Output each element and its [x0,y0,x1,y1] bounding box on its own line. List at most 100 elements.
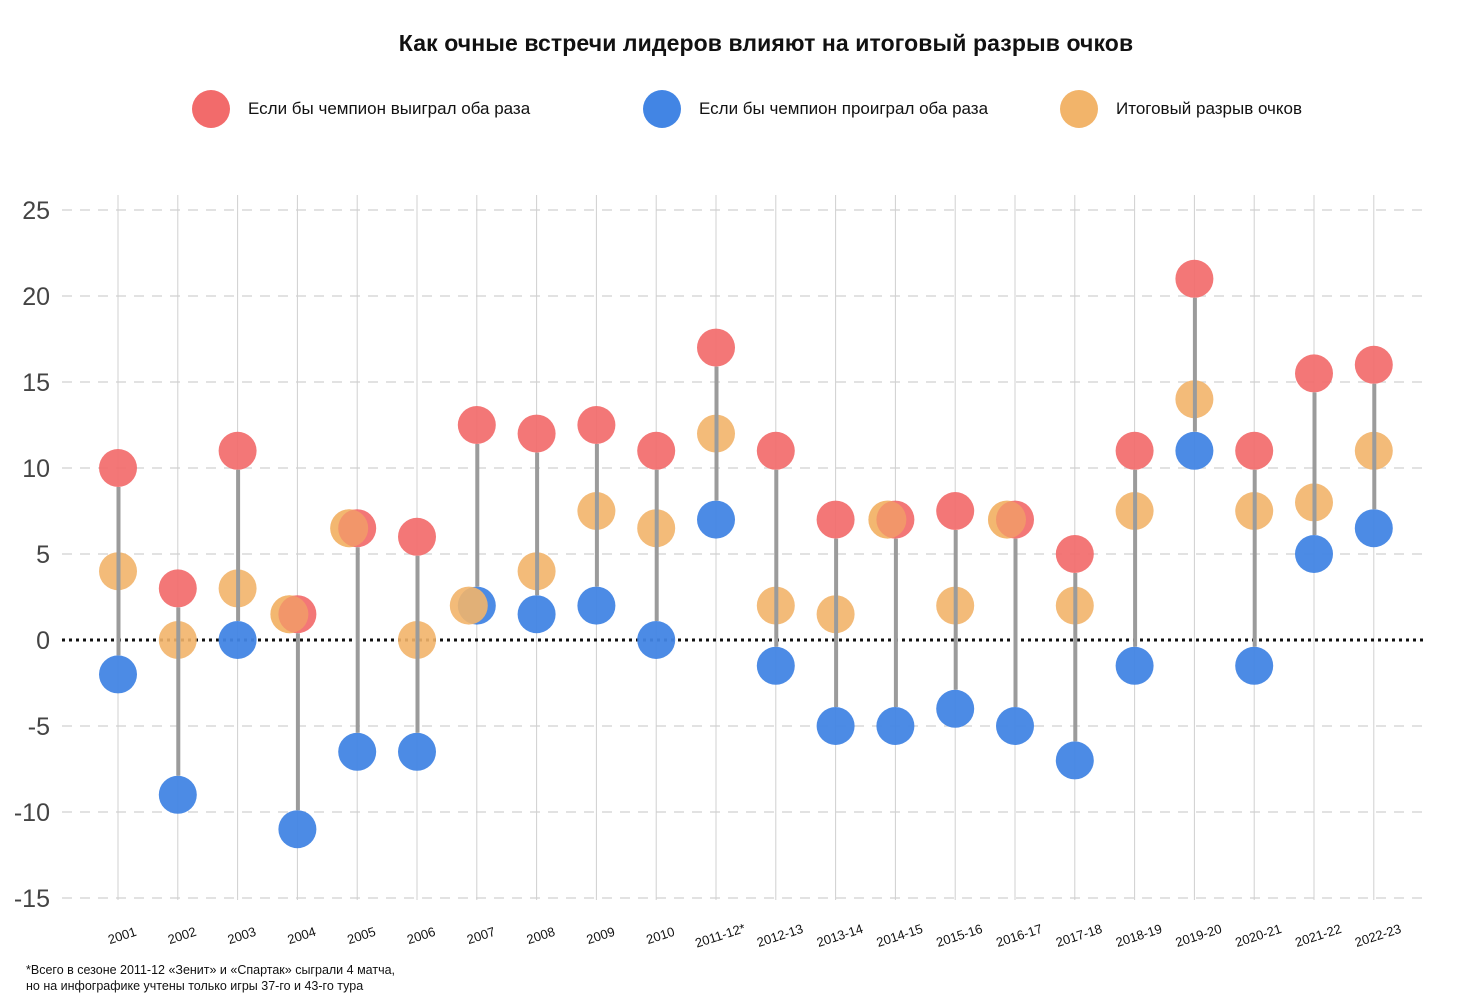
point-won-both [697,328,735,367]
point-won-both [517,414,556,453]
point-lost-both [697,500,735,539]
point-lost-both [577,586,616,625]
point-lost-both [1235,646,1274,685]
dumbbell-group [697,328,735,539]
point-won-both [577,406,616,444]
y-tick-label: 25 [22,197,50,225]
x-tick-label: 2014-15 [875,921,925,950]
x-tick-label: 2021-22 [1293,921,1343,950]
y-tick-label: -5 [28,713,50,741]
point-won-both [1055,535,1094,573]
point-lost-both [816,707,855,745]
point-won-both [756,431,795,470]
footnote-line-2: но на инфографике учтены только игры 37-… [26,979,364,993]
point-lost-both [637,621,676,659]
footnote: *Всего в сезоне 2011-12 «Зенит» и «Спарт… [26,962,395,994]
point-lost-both [876,707,915,745]
dumbbell-group [218,431,257,659]
point-final-gap-overlay [270,595,309,634]
x-tick-label: 2017-18 [1054,921,1104,950]
point-final-gap-overlay [868,500,907,539]
dumbbell-group [1295,354,1333,573]
data-marks [99,259,1393,849]
x-tick-label: 2022-23 [1353,921,1403,950]
dumbbell-group [868,500,915,745]
x-tick-label: 2013-14 [815,921,865,950]
x-tick-label: 2018-19 [1114,921,1164,950]
x-axis-ticks: 2001 2002 2003 2004 2005 2006 2007 2008 2009 2010… [106,920,1403,950]
point-lost-both [1115,646,1154,685]
legend-label: Если бы чемпион проиграл оба раза [699,99,989,118]
x-tick-label: 2010 [644,924,676,947]
vertical-gridlines [117,195,1375,900]
point-lost-both [1175,431,1214,470]
y-tick-label: 0 [36,627,50,655]
x-tick-label: 2019-20 [1174,921,1224,950]
x-tick-label: 2002 [166,924,198,947]
point-lost-both [218,621,257,659]
point-lost-both [1295,535,1333,573]
point-won-both [1115,431,1154,470]
point-won-both [936,492,975,530]
dumbbell-group [577,406,616,625]
y-axis-ticks: 25 20 15 10 5 0 -5 -10 -15 [14,197,50,913]
x-tick-label: 2006 [405,924,437,947]
point-won-both [816,500,855,539]
dumbbell-group [936,492,975,728]
x-tick-label: 2001 [106,924,138,947]
point-lost-both [338,732,377,771]
point-lost-both [517,595,556,634]
x-tick-label: 2009 [584,924,616,947]
x-tick-label: 2003 [226,924,258,947]
point-final-gap-overlay [330,509,369,548]
point-lost-both [1055,741,1094,780]
point-lost-both [996,707,1034,745]
y-tick-label: -10 [14,799,50,827]
dumbbell-group [330,509,377,771]
dumbbell-group [270,595,317,849]
point-won-both [457,406,496,444]
dumbbell-group [1354,345,1393,548]
x-tick-label: 2016-17 [994,921,1044,950]
point-final-gap [449,586,488,625]
footnote-line-1: *Всего в сезоне 2011-12 «Зенит» и «Спарт… [26,963,396,977]
y-tick-label: 15 [22,369,50,397]
dumbbell-group [637,431,676,659]
point-won-both [218,431,257,470]
dumbbell-group [1115,431,1154,685]
point-lost-both [1354,509,1393,548]
point-lost-both [936,689,975,728]
legend-item-lost-both: Если бы чемпион проиграл оба раза [643,90,988,128]
dumbbell-group [449,406,496,625]
point-lost-both [756,646,795,685]
point-won-both [1235,431,1274,470]
legend-red-dot-icon [192,90,230,128]
point-won-both [99,449,137,487]
dumbbell-group [1175,259,1214,470]
legend-item-final-gap: Итоговый разрыв очков [1060,90,1302,128]
x-tick-label: 2004 [285,924,317,947]
point-won-both [1354,345,1393,384]
legend-item-won-both: Если бы чемпион выиграл оба раза [192,90,530,128]
point-lost-both [398,732,436,771]
dumbbell-group [816,500,855,745]
point-won-both [637,431,676,470]
dumbbell-group [1235,431,1274,685]
y-tick-label: 10 [22,455,50,483]
point-final-gap-overlay [988,500,1026,539]
x-tick-label: 2020-21 [1233,921,1283,950]
x-tick-label: 2012-13 [755,921,805,950]
x-tick-label: 2008 [525,924,557,947]
point-lost-both [158,775,197,814]
dumbbell-group [517,414,556,634]
point-won-both [1295,354,1333,393]
dumbbell-group [756,431,795,685]
legend-blue-dot-icon [643,90,681,128]
horizontal-gridlines [62,209,1425,899]
dumbbell-group [398,517,436,771]
chart-title: Как очные встречи лидеров влияют на итог… [398,30,1134,56]
point-lost-both [278,810,317,849]
legend-label: Если бы чемпион выиграл оба раза [248,99,531,118]
point-lost-both [99,655,137,694]
y-tick-label: 5 [36,541,50,569]
